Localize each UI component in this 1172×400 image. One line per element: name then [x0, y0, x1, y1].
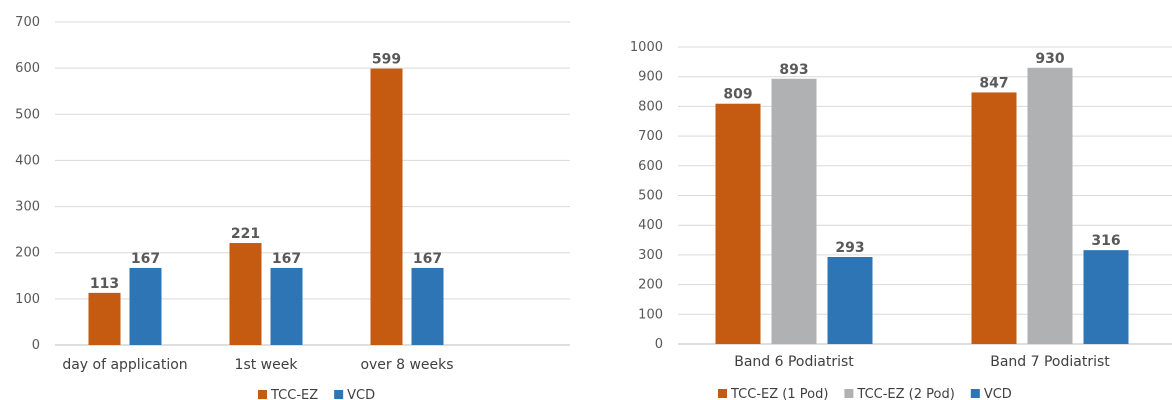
legend-label: TCC-EZ (1 Pod): [730, 387, 828, 400]
bar-vcd-band-7-podiatrist: [1083, 250, 1129, 344]
data-label: 167: [272, 251, 301, 267]
legend-swatch-tcc-ez: [258, 390, 267, 399]
bar-tcc-ez-1st-week: [229, 243, 262, 345]
legend-label: TCC-EZ (2 Pod): [856, 387, 954, 400]
y-tick-label: 300: [638, 248, 663, 263]
y-tick-label: 1000: [630, 40, 663, 55]
bar-tcc-ez-over-8-weeks: [370, 68, 403, 346]
x-category-label: over 8 weeks: [360, 357, 453, 373]
data-label: 113: [90, 276, 119, 292]
bar-vcd-1st-week: [270, 267, 303, 345]
y-tick-label: 100: [15, 292, 40, 307]
y-tick-label: 300: [15, 200, 40, 215]
data-label: 221: [231, 226, 260, 242]
y-tick-label: 600: [15, 61, 40, 76]
x-category-label: Band 6 Podiatrist: [734, 354, 854, 370]
bar-tcc-ez-day-of-application: [88, 292, 121, 345]
bar-vcd-day-of-application: [129, 267, 162, 345]
data-label: 599: [372, 52, 401, 68]
x-category-label: day of application: [62, 357, 187, 373]
data-label: 293: [835, 240, 864, 256]
data-label: 167: [131, 251, 160, 267]
legend-label: TCC-EZ: [270, 388, 318, 400]
data-label: 167: [413, 251, 442, 267]
y-tick-label: 200: [15, 246, 40, 261]
legend-swatch-vcd: [334, 390, 344, 399]
data-label: 316: [1091, 233, 1120, 249]
y-tick-label: 200: [638, 278, 663, 293]
legend-label: VCD: [984, 387, 1012, 400]
bar-tcc-ez-2-pod-band-7-podiatrist: [1027, 67, 1073, 344]
x-category-label: 1st week: [235, 357, 299, 373]
bar-vcd-band-6-podiatrist: [827, 256, 873, 344]
legend-swatch-tcc-ez-1-pod: [718, 389, 727, 398]
y-tick-label: 700: [638, 129, 663, 144]
y-tick-label: 700: [15, 15, 40, 30]
y-tick-label: 100: [638, 307, 663, 322]
data-label: 893: [779, 62, 808, 78]
legend-swatch-vcd: [970, 389, 980, 398]
y-tick-label: 900: [638, 70, 663, 85]
y-tick-label: 0: [655, 337, 663, 352]
x-category-label: Band 7 Podiatrist: [990, 354, 1110, 370]
bar-vcd-over-8-weeks: [411, 267, 444, 345]
data-label: 809: [723, 87, 752, 103]
data-label: 930: [1035, 51, 1064, 67]
bar-tcc-ez-1-pod-band-6-podiatrist: [715, 103, 761, 345]
y-tick-label: 400: [15, 153, 40, 168]
y-tick-label: 600: [638, 159, 663, 174]
legend-label: VCD: [347, 388, 375, 400]
chart-left: 0 100 200 300 400 500 600 700 113 167 day of appli…: [15, 15, 570, 400]
chart-right: 0 100 200 300 400 500 600 700 800 900 1000 809 893 29…: [630, 40, 1172, 400]
data-label: 847: [979, 75, 1008, 91]
y-tick-label: 0: [32, 338, 40, 353]
y-tick-label: 400: [638, 218, 663, 233]
y-tick-label: 500: [15, 107, 40, 122]
y-tick-label: 500: [638, 189, 663, 204]
bar-tcc-ez-1-pod-band-7-podiatrist: [971, 92, 1017, 344]
bar-tcc-ez-2-pod-band-6-podiatrist: [771, 78, 817, 345]
y-tick-label: 800: [638, 99, 663, 114]
legend-swatch-tcc-ez-2-pod: [844, 389, 854, 398]
